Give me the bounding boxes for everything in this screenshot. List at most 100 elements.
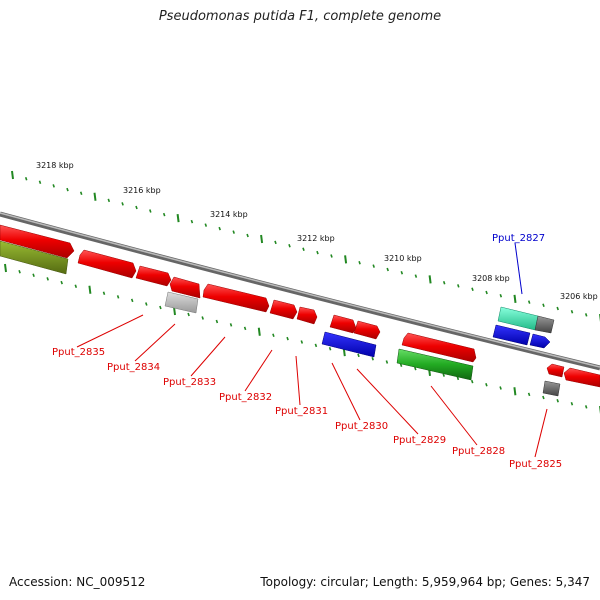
gene-feature[interactable] [0, 224, 75, 259]
genome-summary: Topology: circular; Length: 5,959,964 bp… [260, 575, 590, 589]
minor-tick [24, 176, 28, 181]
minor-tick [215, 319, 219, 324]
minor-tick [243, 326, 247, 331]
gene-feature[interactable] [321, 331, 377, 358]
major-tick [257, 327, 261, 336]
minor-tick [400, 271, 404, 275]
minor-tick [542, 395, 545, 400]
minor-tick [38, 180, 42, 185]
gene-label[interactable]: Pput_2831 [275, 406, 328, 417]
map-title: Pseudomonas putida F1, complete genome [158, 9, 442, 24]
gene-label[interactable]: Pput_2833 [163, 377, 216, 388]
gene-features [0, 224, 600, 397]
minor-tick [79, 191, 83, 195]
gene-feature[interactable] [401, 332, 477, 363]
minor-tick [358, 261, 361, 265]
gene-feature[interactable] [396, 348, 474, 381]
minor-tick [456, 376, 460, 381]
minor-tick [414, 366, 417, 371]
major-tick [93, 192, 97, 201]
gene-feature[interactable] [77, 249, 137, 279]
minor-tick [107, 198, 111, 203]
major-tick [344, 255, 348, 264]
minor-tick [556, 398, 559, 403]
gene-feature[interactable] [269, 299, 298, 320]
gene-feature[interactable] [353, 320, 381, 340]
minor-tick [499, 293, 503, 298]
gene-label[interactable]: Pput_2834 [107, 362, 160, 373]
gene-label[interactable]: Pput_2825 [509, 459, 562, 470]
minor-tick [32, 273, 35, 278]
gene-label[interactable]: Pput_2827 [492, 233, 545, 244]
gene-feature[interactable] [542, 380, 561, 397]
kbp-label: 3206 kbp [560, 292, 598, 301]
minor-tick [314, 343, 318, 348]
minor-tick [302, 247, 305, 252]
minor-tick [527, 300, 531, 304]
minor-tick [121, 202, 124, 206]
minor-tick [386, 267, 389, 272]
minor-tick [485, 383, 488, 387]
minor-tick [46, 277, 49, 281]
minor-tick [371, 356, 374, 361]
gene-feature[interactable] [529, 333, 551, 349]
kbp-label: 3218 kbp [36, 161, 74, 170]
minor-tick [190, 219, 194, 224]
major-tick [4, 263, 7, 273]
gene-label[interactable]: Pput_2829 [393, 435, 446, 446]
minor-tick [471, 287, 474, 291]
minor-tick [246, 233, 249, 238]
major-tick [173, 306, 176, 316]
gene-label[interactable]: Pput_2830 [335, 421, 388, 432]
scale-ticks-inner [4, 263, 600, 415]
minor-tick [204, 223, 208, 227]
gene-feature[interactable] [169, 276, 201, 299]
minor-tick [162, 212, 166, 217]
gene-feature[interactable] [202, 283, 270, 313]
major-tick [513, 387, 517, 396]
minor-tick [499, 386, 502, 390]
gene-label[interactable]: Pput_2835 [52, 347, 105, 358]
kbp-label: 3214 kbp [210, 210, 248, 219]
minor-tick [159, 305, 162, 310]
gene-feature[interactable] [164, 291, 199, 314]
minor-tick [316, 250, 319, 255]
minor-tick [442, 373, 445, 377]
minor-tick [328, 346, 332, 351]
minor-tick [232, 230, 235, 234]
minor-tick [542, 303, 545, 308]
gene-feature[interactable] [497, 306, 539, 331]
minor-tick [556, 306, 559, 311]
major-tick [176, 213, 180, 223]
minor-tick [442, 280, 446, 285]
gene-label[interactable]: Pput_2832 [219, 392, 272, 403]
minor-tick [414, 274, 418, 278]
scale-ticks-outer [11, 170, 600, 323]
kbp-label: 3210 kbp [384, 254, 422, 263]
minor-tick [74, 284, 78, 288]
minor-tick [52, 184, 55, 188]
gene-feature[interactable] [492, 324, 531, 346]
gene-feature[interactable] [135, 265, 172, 287]
minor-tick [149, 209, 152, 213]
minor-tick [145, 302, 148, 306]
minor-tick [570, 402, 574, 406]
gene-feature[interactable] [563, 367, 600, 388]
minor-tick [229, 323, 233, 327]
major-tick [88, 285, 92, 294]
minor-tick [130, 298, 134, 303]
minor-tick [102, 291, 106, 296]
kbp-label: 3212 kbp [297, 234, 335, 243]
gene-feature[interactable] [534, 315, 555, 334]
minor-tick [584, 313, 588, 317]
minor-tick [457, 284, 460, 288]
gene-label[interactable]: Pput_2828 [452, 446, 505, 457]
major-tick [428, 275, 432, 284]
gene-feature[interactable] [329, 314, 357, 334]
gene-feature[interactable] [296, 306, 318, 325]
gene-feature[interactable] [546, 363, 565, 378]
minor-tick [300, 340, 304, 344]
gene-feature[interactable] [0, 240, 69, 275]
minor-tick [485, 290, 488, 295]
